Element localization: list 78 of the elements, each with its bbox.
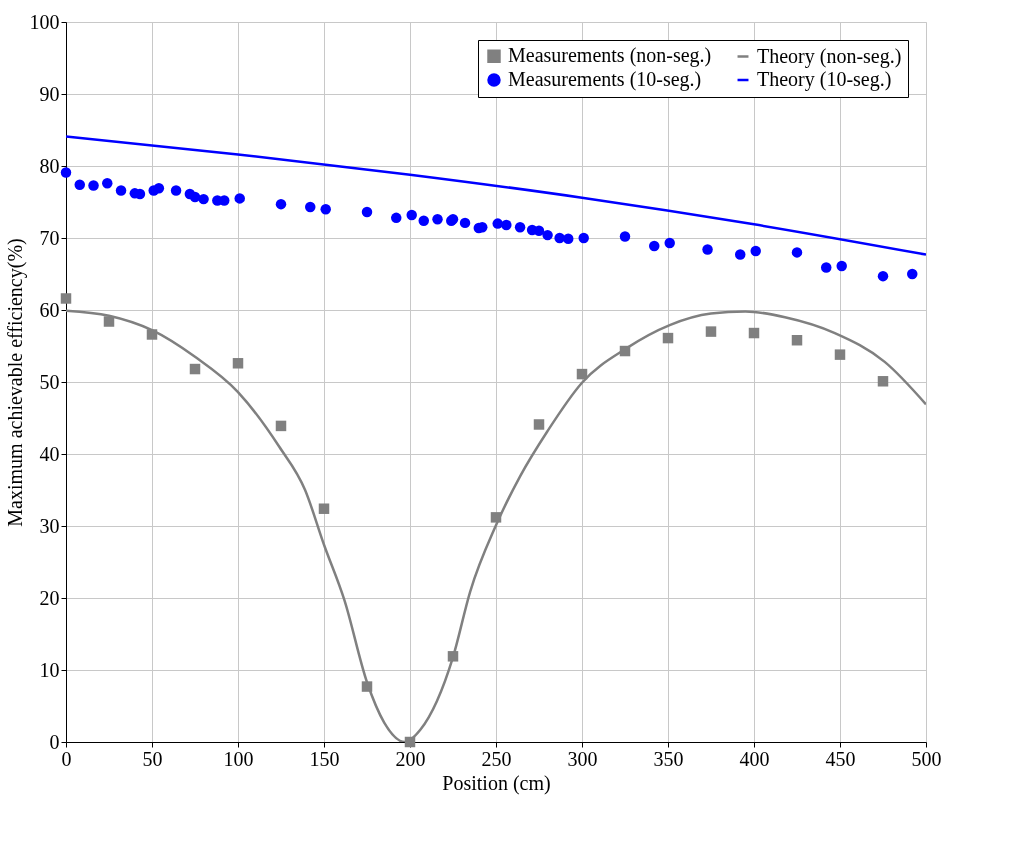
x-tick-label: 400 [739,747,770,770]
point [649,240,660,252]
point [542,229,553,241]
point [102,178,113,189]
point [391,212,402,224]
x-tick-label: 200 [395,747,426,770]
x-tick-label: 300 [567,747,598,770]
y-tick-label: 20 [39,586,60,609]
point [234,193,245,204]
y-tick-label: 50 [39,370,60,393]
point [735,249,746,260]
y-tick-label: 70 [39,226,60,249]
point [406,209,417,221]
point [821,262,832,273]
point [877,376,889,387]
point [877,270,889,282]
point [791,247,803,258]
point [662,332,674,344]
x-tick-label: 350 [653,747,684,770]
point [492,218,503,229]
y-axis-title: Maximum achievable efficiency(%) [3,238,27,527]
point [318,503,330,514]
y-tick-label: 90 [39,82,60,105]
y-tick-label: 10 [39,658,60,681]
point [750,245,761,257]
y-tick-label: 60 [39,298,60,321]
x-tick-label: 250 [481,747,512,770]
point [60,167,72,178]
legend-label: Theory (10-seg.) [757,68,892,91]
point [836,260,847,272]
x-tick-label: 450 [825,747,856,770]
x-tick-label: 50 [142,747,163,770]
point [305,201,316,213]
point [361,206,373,218]
point [514,221,526,233]
y-tick-label: 30 [39,514,60,537]
point [418,215,429,226]
point [170,185,182,196]
point [275,198,287,210]
point [74,179,85,190]
point [103,316,115,327]
legend-label: Theory (non-seg.) [757,44,902,68]
point [88,180,99,191]
point [198,193,209,205]
x-tick-label: 150 [309,747,340,770]
point [834,349,846,360]
x-tick-label: 100 [223,747,254,770]
y-tick-label: 100 [29,10,60,33]
point [459,217,471,229]
point [702,244,713,255]
x-tick-label: 500 [911,747,942,770]
point [219,195,230,206]
y-tick-label: 40 [39,442,60,465]
point [320,203,331,215]
point [907,268,918,280]
point [275,420,287,432]
legend-label: Measurements (non-seg.) [508,44,712,68]
point [791,335,803,346]
point [578,232,589,244]
point [115,185,127,196]
y-tick-label: 0 [49,730,60,753]
point [705,326,717,337]
x-axis-title: Position (cm) [442,771,551,795]
point [563,233,574,244]
point [189,363,201,375]
point [60,293,72,304]
point [501,219,512,231]
point [664,237,675,249]
point [153,183,165,194]
point [189,191,201,203]
line-series [66,135,926,256]
point [533,419,545,430]
point [232,358,244,369]
point [432,214,443,225]
legend-label: Measurements (10-seg.) [508,68,702,91]
point [748,327,760,339]
point [619,231,631,242]
y-tick-label: 80 [39,154,60,177]
